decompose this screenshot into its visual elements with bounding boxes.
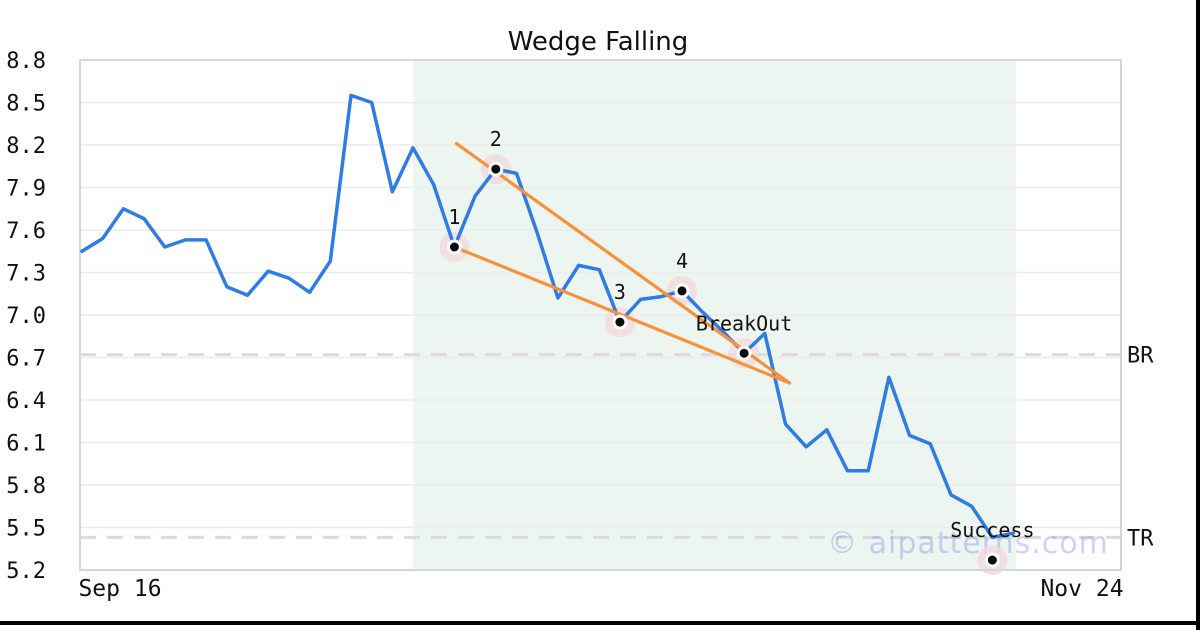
y-tick-label: 8.5: [6, 92, 46, 117]
x-tick-label: Nov 24: [1040, 576, 1123, 602]
marker-dot: [491, 164, 501, 174]
point-label-breakout: BreakOut: [696, 311, 792, 335]
watermark-text: © aipatterns.com: [827, 526, 1109, 561]
point-label-4: 4: [676, 249, 688, 273]
y-tick-label: 8.2: [6, 134, 46, 159]
y-tick-label: 6.7: [6, 347, 46, 372]
y-tick-label: 6.4: [6, 389, 46, 414]
point-label-success: Success: [950, 518, 1034, 542]
marker-dot: [615, 317, 625, 327]
y-tick-label: 7.3: [6, 262, 46, 287]
marker-dot: [449, 242, 459, 252]
y-tick-label: 7.6: [6, 219, 46, 244]
marker-dot: [739, 348, 749, 358]
point-labels-layer: 1 2 3 4 BreakOut Success: [448, 127, 1034, 542]
marker-dot: [987, 555, 997, 565]
marker-dots-layer: [446, 161, 1000, 568]
point-label-2: 2: [490, 127, 502, 151]
target-level-lines-layer: [80, 353, 1121, 539]
y-tick-label: 5.8: [6, 474, 46, 499]
price-line-layer: [80, 93, 1015, 540]
wedge-upper-trendline: [454, 141, 792, 385]
y-tick-label: 8.8: [6, 49, 46, 74]
y-tick-label: 7.9: [6, 177, 46, 202]
level-label-br: BR: [1127, 344, 1154, 369]
y-tick-label: 6.1: [6, 432, 46, 457]
image-bottom-border: [0, 621, 1200, 625]
plot-border-layer: [79, 59, 1122, 571]
point-label-1: 1: [448, 205, 460, 229]
point-label-3: 3: [614, 280, 626, 304]
axis-labels-layer: 8.8 8.5 8.2 7.9 7.6 7.3 7.0 6.7 6.4 6.1 5.8 5.5 5.2 B…: [6, 49, 1154, 602]
image-right-border: [1196, 0, 1200, 630]
y-tick-label: 5.5: [6, 517, 46, 542]
marker-dot: [677, 286, 687, 296]
level-label-tr: TR: [1127, 526, 1154, 551]
plot-border: [79, 59, 1122, 571]
price-line: [80, 93, 1015, 540]
chart-title: Wedge Falling: [508, 27, 689, 57]
x-tick-label: Sep 16: [78, 576, 161, 602]
y-tick-label: 5.2: [6, 559, 46, 584]
y-tick-label: 7.0: [6, 304, 46, 329]
